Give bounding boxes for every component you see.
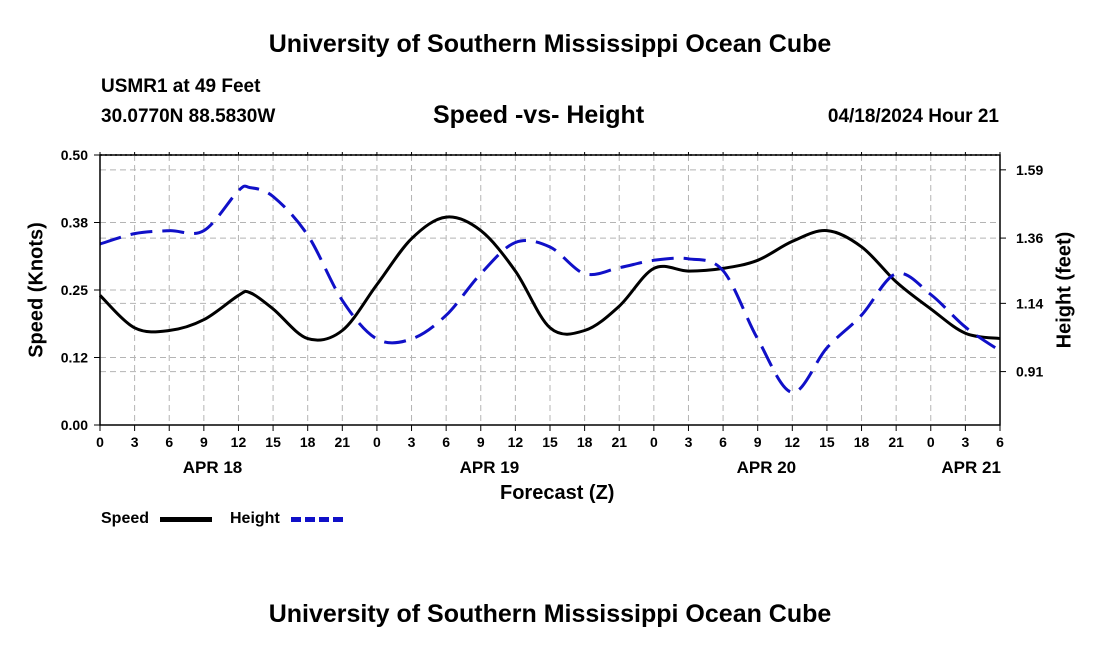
- chart-title: Speed -vs- Height: [433, 101, 645, 129]
- y-left-tick-label: 0.50: [61, 147, 88, 163]
- x-tick-label: 18: [300, 434, 316, 450]
- station-coordinates: 30.0770N 88.5830W: [101, 106, 276, 127]
- y-left-tick-label: 0.25: [61, 282, 88, 298]
- x-tick-label: 6: [996, 434, 1004, 450]
- x-tick-label: 21: [335, 434, 351, 450]
- x-tick-label: 18: [854, 434, 870, 450]
- x-tick-label: 15: [265, 434, 281, 450]
- y-right-tick-label: 1.14: [1016, 295, 1043, 311]
- page-title: University of Southern Mississippi Ocean…: [268, 30, 832, 58]
- x-tick-label: 3: [408, 434, 416, 450]
- station-name: USMR1 at 49 Feet: [101, 76, 261, 97]
- x-tick-label: 12: [785, 434, 801, 450]
- x-tick-label: 0: [96, 434, 104, 450]
- date-label: APR 20: [737, 458, 797, 477]
- x-tick-label: 0: [373, 434, 381, 450]
- y-right-tick-label: 1.59: [1016, 162, 1043, 178]
- y-left-tick-label: 0.38: [61, 215, 88, 231]
- date-label: APR 21: [941, 458, 1001, 477]
- legend-speed-swatch: [160, 517, 212, 522]
- date-label: APR 18: [183, 458, 243, 477]
- x-tick-label: 9: [200, 434, 208, 450]
- x-tick-label: 6: [165, 434, 173, 450]
- x-tick-label: 12: [508, 434, 524, 450]
- x-tick-label: 3: [685, 434, 693, 450]
- legend-height-swatch: [291, 517, 343, 522]
- speed-series-line: [98, 215, 1001, 342]
- x-tick-label: 15: [542, 434, 558, 450]
- legend-height-label: Height: [230, 510, 280, 527]
- footer-title: University of Southern Mississippi Ocean…: [268, 600, 832, 628]
- grid-lines: [100, 155, 1000, 425]
- forecast-timestamp: 04/18/2024 Hour 21: [827, 106, 999, 127]
- axis-ticks: [94, 152, 1006, 431]
- y-axis-left-title: Speed (Knots): [25, 222, 48, 358]
- x-tick-label: 9: [754, 434, 762, 450]
- y-right-tick-label: 0.91: [1016, 364, 1043, 380]
- x-tick-label: 3: [131, 434, 139, 450]
- x-tick-label: 21: [888, 434, 904, 450]
- y-axis-right-title: Height (feet): [1053, 231, 1076, 349]
- x-tick-label: 6: [719, 434, 727, 450]
- height-series-line: [99, 184, 1001, 394]
- series-lines: [98, 184, 1001, 394]
- x-tick-label: 9: [477, 434, 485, 450]
- x-tick-label: 0: [650, 434, 658, 450]
- date-label: APR 19: [460, 458, 520, 477]
- x-tick-label: 6: [442, 434, 450, 450]
- x-tick-label: 3: [961, 434, 969, 450]
- x-axis-title: Forecast (Z): [500, 482, 615, 504]
- y-left-tick-label: 0.12: [61, 350, 88, 366]
- x-tick-label: 21: [611, 434, 627, 450]
- legend-speed-label: Speed: [101, 510, 150, 527]
- y-right-tick-label: 1.36: [1016, 230, 1043, 246]
- x-tick-label: 18: [577, 434, 593, 450]
- x-tick-label: 15: [819, 434, 835, 450]
- axis-labels: 0 3 6 9 12 15 18 21 0 3 6 9 12 15 18 21 0 3 6 9 12 15 18 21 0 3 6A…: [61, 147, 1044, 477]
- y-left-tick-label: 0.00: [61, 417, 88, 433]
- x-tick-label: 0: [927, 434, 935, 450]
- x-tick-label: 12: [231, 434, 247, 450]
